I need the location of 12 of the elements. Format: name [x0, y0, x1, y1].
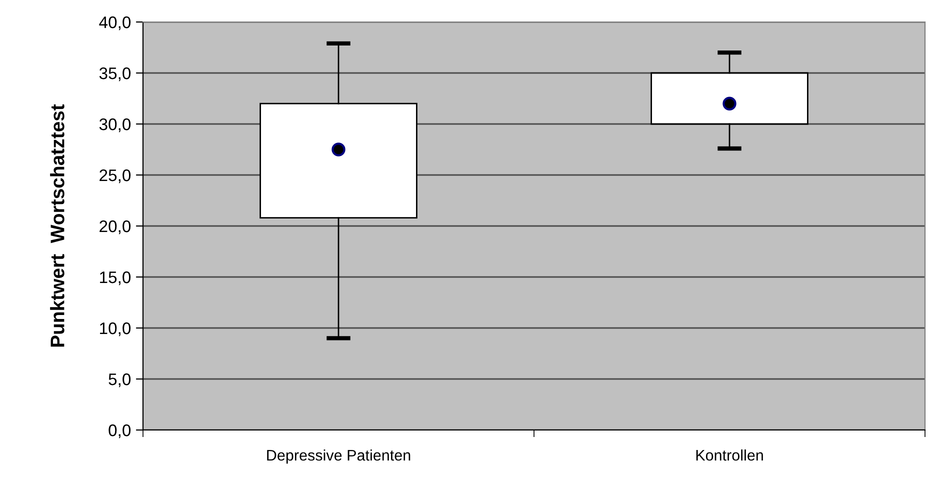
y-tick-label: 15,0 — [100, 271, 131, 286]
y-tick-label: 0,0 — [108, 424, 131, 438]
y-tick-label: 35,0 — [99, 67, 131, 82]
y-tick-label: 25,0 — [100, 169, 131, 184]
y-tick-label: 5,0 — [108, 373, 131, 388]
y-tick-label: 10,0 — [100, 322, 131, 336]
y-tick-label: 20,0 — [100, 220, 131, 234]
y-tick-label: 40,0 — [99, 16, 131, 30]
x-tick-label: Kontrollen — [696, 449, 763, 461]
y-tick-label: 30,0 — [99, 118, 131, 132]
y-axis-title: Punktwert Wortschatztest — [50, 104, 64, 347]
x-tick-label: Depressive Patienten — [267, 449, 410, 464]
